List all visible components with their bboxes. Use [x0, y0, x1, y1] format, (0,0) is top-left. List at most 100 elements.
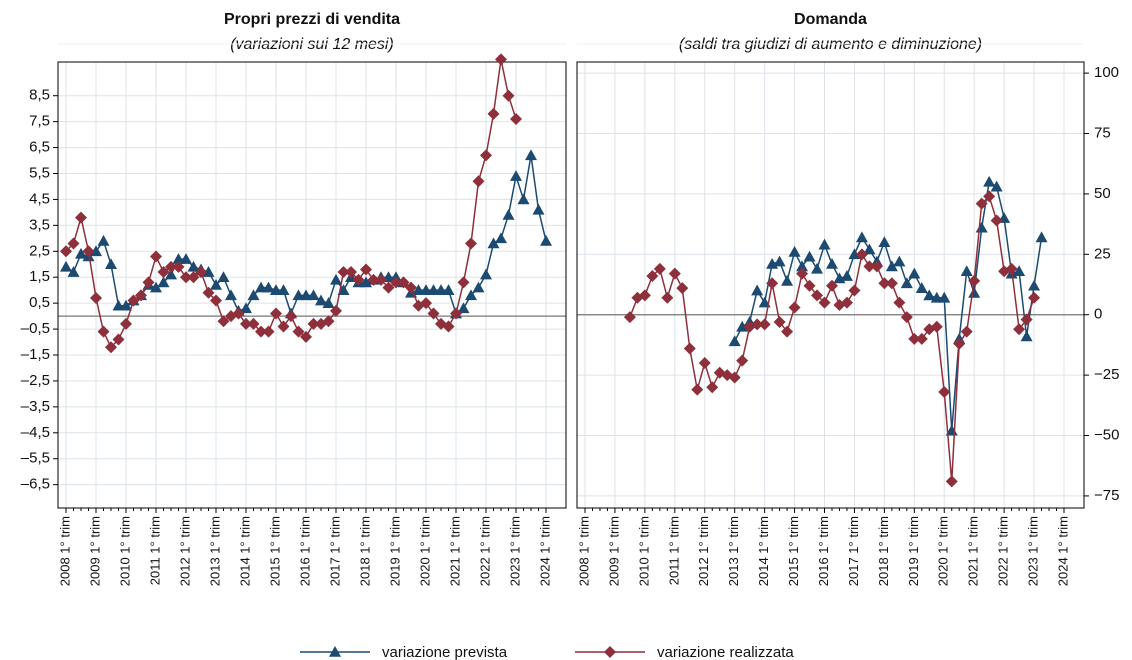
- marker: [661, 291, 674, 304]
- marker: [472, 281, 485, 293]
- marker: [420, 297, 432, 310]
- marker: [442, 320, 455, 333]
- marker: [1013, 265, 1026, 277]
- marker: [788, 301, 801, 314]
- marker: [367, 273, 380, 286]
- marker: [487, 237, 500, 249]
- marker: [908, 267, 921, 279]
- marker: [307, 317, 320, 330]
- marker: [915, 332, 928, 345]
- y-tick-label: 5,5: [29, 164, 50, 181]
- marker: [262, 281, 275, 293]
- marker: [818, 238, 831, 250]
- marker: [427, 284, 440, 295]
- y-tick-label: 3,5: [29, 216, 50, 233]
- legend-label: variazione prevista: [382, 644, 508, 660]
- marker: [811, 289, 824, 302]
- x-tick-label: 2017 1° trim: [327, 516, 342, 586]
- marker: [975, 197, 988, 210]
- marker: [472, 175, 485, 188]
- marker: [923, 289, 936, 301]
- marker: [728, 335, 741, 347]
- x-tick-label: 2024 1° trim: [537, 516, 552, 586]
- marker: [270, 284, 282, 295]
- marker: [97, 325, 110, 338]
- marker: [225, 289, 237, 301]
- marker: [127, 294, 140, 307]
- marker: [975, 221, 988, 233]
- x-tick-label: 2018 1° trim: [357, 516, 372, 586]
- marker: [900, 277, 913, 289]
- marker: [202, 266, 215, 277]
- marker: [150, 250, 162, 263]
- marker: [983, 175, 996, 187]
- marker: [653, 262, 666, 275]
- marker: [240, 317, 252, 330]
- x-tick-label: 2016 1° trim: [816, 516, 831, 586]
- marker: [60, 245, 72, 258]
- x-tick-label: 2009 1° trim: [606, 516, 621, 586]
- marker: [450, 307, 462, 320]
- x-tick-label: 2014 1° trim: [237, 516, 252, 586]
- marker: [751, 284, 764, 296]
- marker: [427, 307, 440, 320]
- marker: [855, 231, 868, 243]
- marker: [893, 296, 906, 309]
- marker: [457, 302, 470, 314]
- marker: [638, 289, 651, 302]
- y-tick-label: 2,5: [29, 242, 50, 259]
- legend-item: variazione realizzata: [575, 644, 794, 660]
- y-tick-label: –4,5: [21, 424, 50, 441]
- marker: [698, 357, 711, 370]
- marker: [945, 475, 958, 488]
- marker: [322, 315, 335, 328]
- marker: [217, 271, 230, 283]
- marker: [540, 234, 552, 246]
- y-tick-label: 0,5: [29, 294, 50, 311]
- y-tick-label: –6,5: [21, 476, 50, 493]
- y-tick-label: –5,5: [21, 450, 50, 467]
- x-tick-label: 2017 1° trim: [846, 516, 861, 586]
- marker: [262, 325, 275, 338]
- legend-marker: [604, 646, 616, 658]
- marker: [487, 107, 500, 120]
- marker: [150, 281, 162, 293]
- x-tick-label: 2015 1° trim: [786, 516, 801, 586]
- y-tick-label: 75: [1094, 124, 1111, 141]
- marker: [990, 214, 1003, 227]
- marker: [270, 307, 282, 320]
- marker: [480, 149, 492, 162]
- x-tick-label: 2009 1° trim: [87, 516, 102, 586]
- marker: [210, 279, 222, 290]
- marker: [337, 266, 350, 279]
- marker: [90, 291, 102, 304]
- marker: [968, 274, 981, 287]
- marker: [796, 260, 809, 272]
- chart-subtitle: (variazioni sui 12 mesi): [230, 36, 394, 53]
- x-tick-label: 2013 1° trim: [207, 516, 222, 586]
- marker: [457, 276, 470, 289]
- x-tick-label: 2020 1° trim: [417, 516, 432, 586]
- marker: [825, 257, 838, 269]
- marker: [758, 318, 771, 331]
- marker: [676, 282, 689, 295]
- y-tick-label: −50: [1094, 426, 1119, 443]
- marker: [285, 310, 297, 323]
- marker: [75, 211, 87, 224]
- marker: [187, 260, 200, 272]
- x-tick-label: 2014 1° trim: [756, 516, 771, 586]
- marker: [255, 325, 267, 338]
- marker: [803, 250, 816, 262]
- marker: [337, 284, 350, 295]
- marker: [210, 294, 222, 307]
- legend-label: variazione realizzata: [657, 644, 794, 660]
- marker: [165, 268, 177, 280]
- marker: [532, 203, 545, 215]
- marker: [668, 267, 681, 280]
- series-line: [629, 194, 1035, 482]
- marker: [1020, 313, 1033, 326]
- marker: [1028, 279, 1041, 291]
- marker: [217, 315, 230, 328]
- marker: [157, 266, 170, 279]
- x-tick-label: 2008 1° trim: [576, 516, 591, 586]
